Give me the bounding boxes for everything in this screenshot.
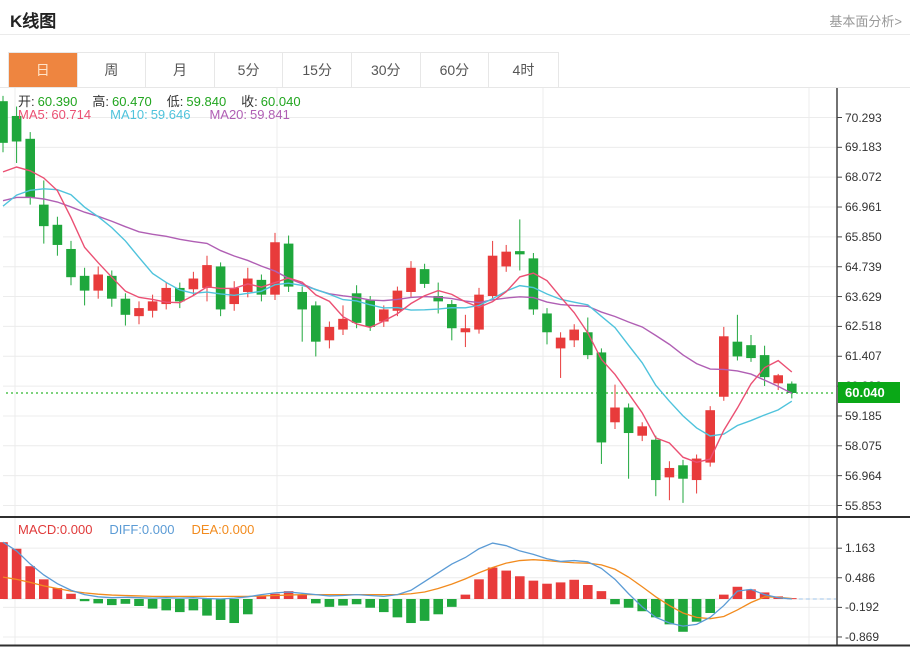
ma20-item: MA20: 59.841 xyxy=(209,107,289,122)
y-axis-label: 59.185 xyxy=(845,408,882,423)
y-axis-label: 63.629 xyxy=(845,289,882,304)
y-axis-label: -0.869 xyxy=(845,629,880,644)
ma5-label: MA5: xyxy=(18,107,49,122)
tab-60min[interactable]: 60分 xyxy=(421,53,490,87)
ma5-item: MA5: 60.714 xyxy=(18,107,91,122)
tab-15min[interactable]: 15分 xyxy=(283,53,352,87)
high-label: 高: xyxy=(92,94,110,109)
low-value: 59.840 xyxy=(186,94,227,109)
diff-value: DIFF:0.000 xyxy=(109,522,175,537)
fundamental-analysis-link[interactable]: 基本面分析> xyxy=(829,14,902,29)
ma-legend: MA5: 60.714 MA10: 59.646 MA20: 59.841 xyxy=(18,107,290,122)
y-axis-label: 69.183 xyxy=(845,140,882,155)
high-value: 60.470 xyxy=(112,94,152,109)
y-axis-label: 61.407 xyxy=(845,349,882,364)
macd-legend: MACD:0.000 DIFF:0.000 DEA:0.000 xyxy=(18,522,254,537)
ohlc-close: 收: 60.040 xyxy=(241,91,300,110)
ma10-item: MA10: 59.646 xyxy=(110,107,190,122)
current-price-badge: 60.040 xyxy=(838,382,900,403)
y-axis-label: 66.961 xyxy=(845,200,882,215)
y-axis-label: 62.518 xyxy=(845,319,882,334)
ohlc-high: 高: 60.470 xyxy=(92,91,151,110)
y-axis-label: 1.163 xyxy=(845,541,876,556)
tab-30min[interactable]: 30分 xyxy=(352,53,421,87)
y-axis-label: -0.192 xyxy=(845,600,880,615)
tab-5min[interactable]: 5分 xyxy=(215,53,284,87)
y-axis-label: 58.075 xyxy=(845,438,882,453)
macd-value: MACD:0.000 xyxy=(18,522,93,537)
ohlc-open: 开: 60.390 xyxy=(18,91,77,110)
period-tabbar: 日 周 月 5分 15分 30分 60分 4时 xyxy=(8,52,559,88)
page-title: K线图 xyxy=(10,12,57,31)
y-axis-label: 70.293 xyxy=(845,110,882,125)
close-label: 收: xyxy=(241,94,258,109)
tab-month[interactable]: 月 xyxy=(146,53,215,87)
y-axis-label: 64.739 xyxy=(845,259,882,274)
y-axis-label: 65.850 xyxy=(845,229,882,244)
low-label: 低: xyxy=(166,94,184,109)
tab-4hour[interactable]: 4时 xyxy=(512,62,535,78)
ohlc-low: 低: 59.840 xyxy=(167,91,226,110)
ma5-value: 60.714 xyxy=(51,107,92,122)
close-value: 60.040 xyxy=(260,94,301,109)
tab-week[interactable]: 周 xyxy=(78,53,147,87)
ma10-label: MA10: xyxy=(110,107,148,122)
ohlc-legend: 开: 60.390 高: 60.470 低: 59.840 收: 60.040 xyxy=(18,91,301,110)
ma20-label: MA20: xyxy=(209,107,248,122)
ma20-value: 59.841 xyxy=(250,107,290,122)
ma10-value: 59.646 xyxy=(150,107,191,122)
y-axis-label: 55.853 xyxy=(845,498,882,513)
open-label: 开: xyxy=(18,94,35,109)
y-axis-label: 56.964 xyxy=(845,468,882,483)
header-divider xyxy=(0,34,910,35)
tab-day[interactable]: 日 xyxy=(9,53,78,87)
dea-value: DEA:0.000 xyxy=(191,522,255,537)
y-axis-label: 0.486 xyxy=(845,570,876,585)
open-value: 60.390 xyxy=(37,94,78,109)
y-axis-label: 68.072 xyxy=(845,170,882,185)
